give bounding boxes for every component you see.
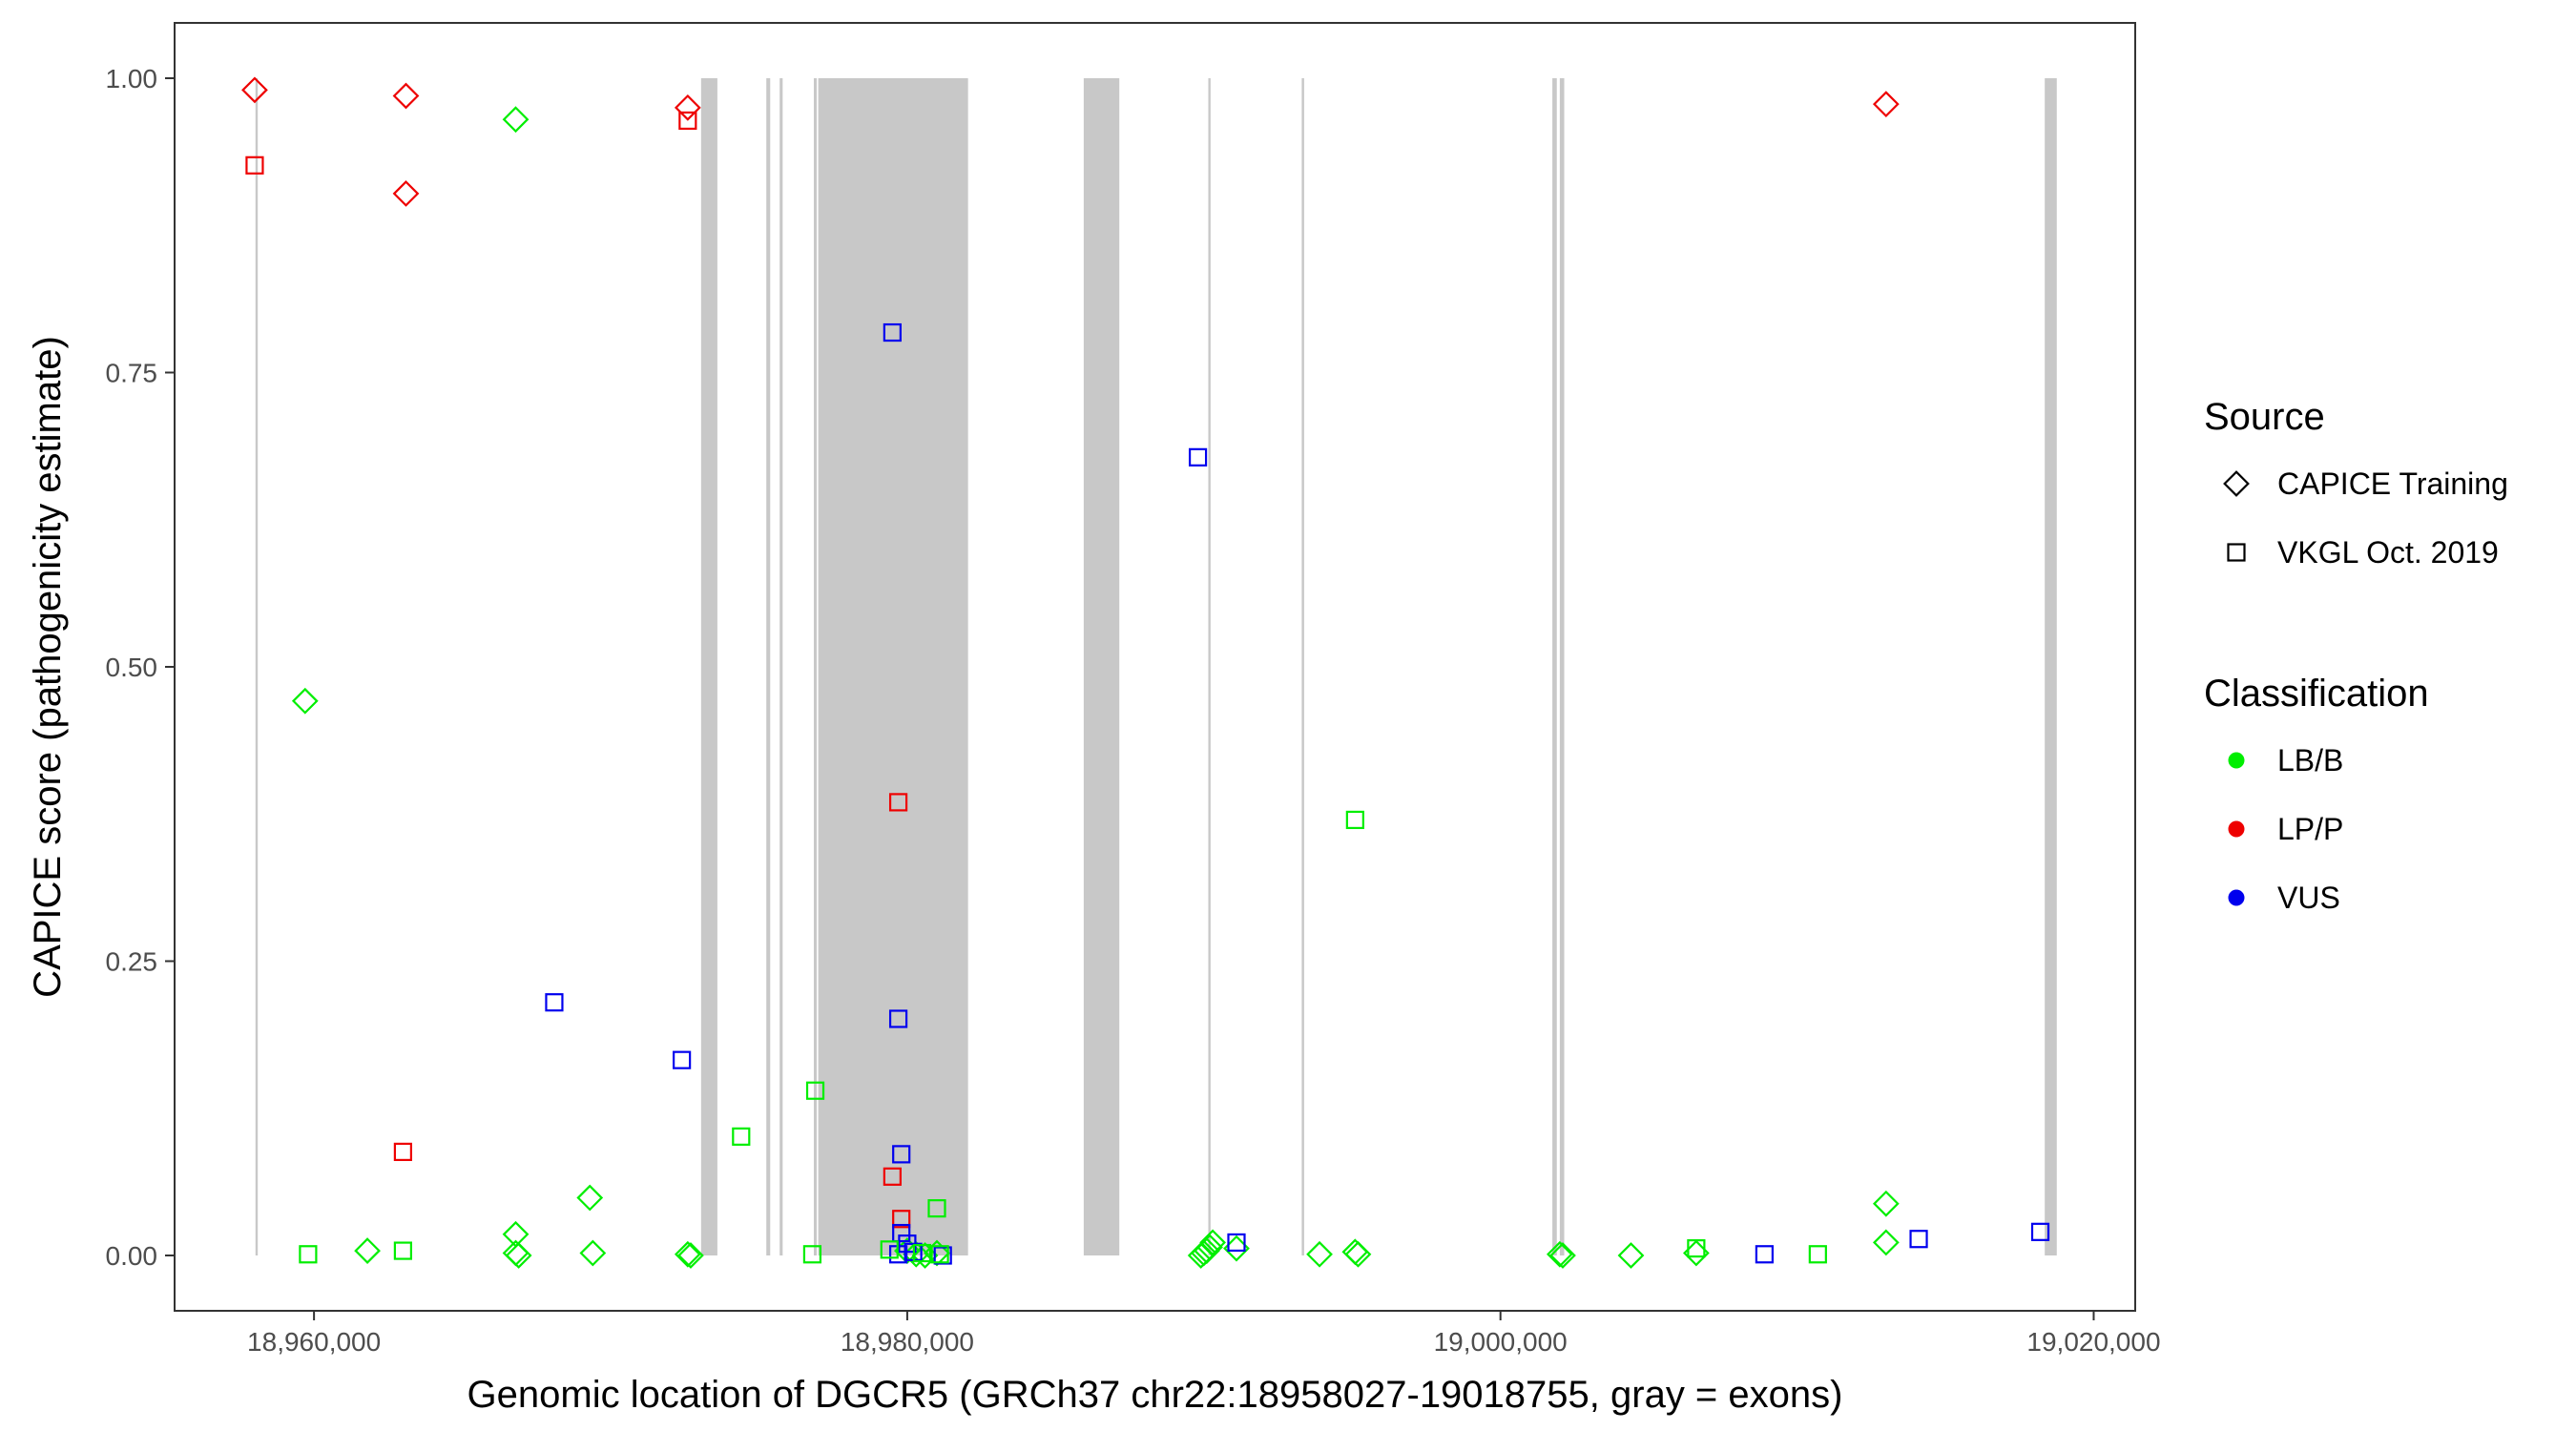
- legend: Source CAPICE Training VKGL Oct. 2019 Cla…: [2204, 396, 2508, 915]
- diamond-point: [903, 1240, 930, 1268]
- square-point: [1188, 447, 1208, 467]
- diamond-point: [677, 1242, 704, 1269]
- legend-classification-label: VUS: [2277, 881, 2340, 915]
- x-axis: 18,960,000 18,980,000 19,000,000 19,020,000: [247, 1311, 2161, 1357]
- square-point: [732, 1127, 751, 1146]
- square-point: [888, 793, 908, 812]
- legend-color-key: [2228, 752, 2245, 769]
- legend-square-key: [2227, 543, 2246, 562]
- diamond-point: [1617, 1242, 1645, 1269]
- square-point: [892, 1223, 911, 1243]
- diamond-point: [392, 180, 420, 207]
- square-point: [2030, 1222, 2050, 1241]
- exon-band: [766, 77, 771, 1256]
- diamond-point: [579, 1239, 607, 1267]
- square-point: [880, 1240, 899, 1259]
- x-tick-label: 18,960,000: [247, 1327, 381, 1357]
- diamond-point: [1199, 1229, 1227, 1256]
- legend-classification-title: Classification: [2204, 673, 2429, 715]
- diamond-point: [241, 76, 268, 104]
- square-point: [1345, 810, 1364, 830]
- square-point: [883, 1167, 902, 1186]
- square-point: [1687, 1238, 1706, 1258]
- y-tick-label: 0.50: [106, 653, 158, 682]
- legend-source-title: Source: [2204, 396, 2325, 438]
- exon-band: [1083, 77, 1120, 1256]
- exon-band: [700, 77, 717, 1256]
- diamond-point: [1872, 91, 1900, 118]
- exon-band: [1301, 77, 1304, 1256]
- y-tick-label: 1.00: [106, 64, 158, 93]
- diamond-point: [911, 1242, 939, 1269]
- legend-source-items: CAPICE Training VKGL Oct. 2019: [2223, 467, 2508, 570]
- square-point: [883, 322, 902, 342]
- square-point: [802, 1245, 822, 1264]
- x-axis-title: Genomic location of DGCR5 (GRCh37 chr22:…: [467, 1374, 1843, 1416]
- diamond-point: [1872, 1229, 1900, 1256]
- square-point: [927, 1199, 946, 1218]
- diamond-point: [1549, 1242, 1576, 1269]
- legend-classification-label: LB/B: [2277, 743, 2343, 778]
- square-point: [1909, 1230, 1928, 1249]
- diamond-point: [1306, 1240, 1333, 1268]
- diamond-point: [354, 1237, 381, 1264]
- exon-band: [818, 77, 968, 1256]
- y-tick-label: 0.75: [106, 358, 158, 387]
- x-tick-label: 19,020,000: [2026, 1327, 2160, 1357]
- y-axis-title: CAPICE score (pathogenicity estimate): [27, 336, 69, 998]
- exon-band: [779, 77, 783, 1256]
- legend-classification-label: LP/P: [2277, 812, 2343, 846]
- square-point: [933, 1246, 952, 1265]
- square-point: [673, 1050, 692, 1069]
- diamond-point: [392, 82, 420, 110]
- exon-band: [2045, 77, 2057, 1256]
- square-point: [892, 1145, 911, 1164]
- diamond-point: [576, 1184, 604, 1212]
- square-point: [888, 1009, 908, 1028]
- diamond-point: [1546, 1240, 1573, 1268]
- square-point: [1227, 1233, 1246, 1253]
- legend-classification-items: LB/B LP/P VUS: [2228, 743, 2343, 915]
- diamond-point: [505, 1242, 532, 1269]
- data-points: [241, 76, 2050, 1269]
- legend-color-key: [2228, 820, 2245, 838]
- exon-bands: [255, 77, 2057, 1256]
- diamond-point: [1872, 1190, 1900, 1217]
- legend-source-label: CAPICE Training: [2277, 467, 2508, 501]
- exon-band: [1208, 77, 1211, 1256]
- legend-diamond-key: [2223, 470, 2250, 497]
- exon-band: [1559, 77, 1565, 1256]
- legend-source-label: VKGL Oct. 2019: [2277, 535, 2499, 570]
- y-tick-label: 0.25: [106, 947, 158, 977]
- square-point: [805, 1081, 825, 1100]
- square-point: [299, 1245, 318, 1264]
- exon-band: [813, 77, 818, 1256]
- square-point: [912, 1243, 932, 1263]
- square-point: [393, 1241, 412, 1260]
- x-tick-label: 18,980,000: [841, 1327, 974, 1357]
- diamond-point: [674, 1240, 701, 1268]
- exon-band: [1552, 77, 1557, 1256]
- square-point: [245, 156, 264, 175]
- y-tick-label: 0.00: [106, 1241, 158, 1271]
- legend-color-key: [2228, 889, 2245, 906]
- square-point: [393, 1142, 412, 1162]
- diamond-point: [291, 687, 319, 715]
- square-point: [892, 1210, 911, 1229]
- square-point: [545, 993, 564, 1012]
- exon-band: [255, 77, 259, 1256]
- square-point: [678, 111, 697, 131]
- diamond-point: [502, 106, 530, 134]
- diamond-point: [674, 93, 701, 121]
- x-tick-label: 19,000,000: [1434, 1327, 1568, 1357]
- diamond-point: [924, 1239, 950, 1267]
- square-point: [930, 1245, 949, 1264]
- square-point: [1808, 1245, 1827, 1264]
- y-axis: 0.00 0.25 0.50 0.75 1.00: [106, 64, 175, 1271]
- square-point: [1755, 1245, 1774, 1264]
- diamond-point: [1344, 1240, 1372, 1268]
